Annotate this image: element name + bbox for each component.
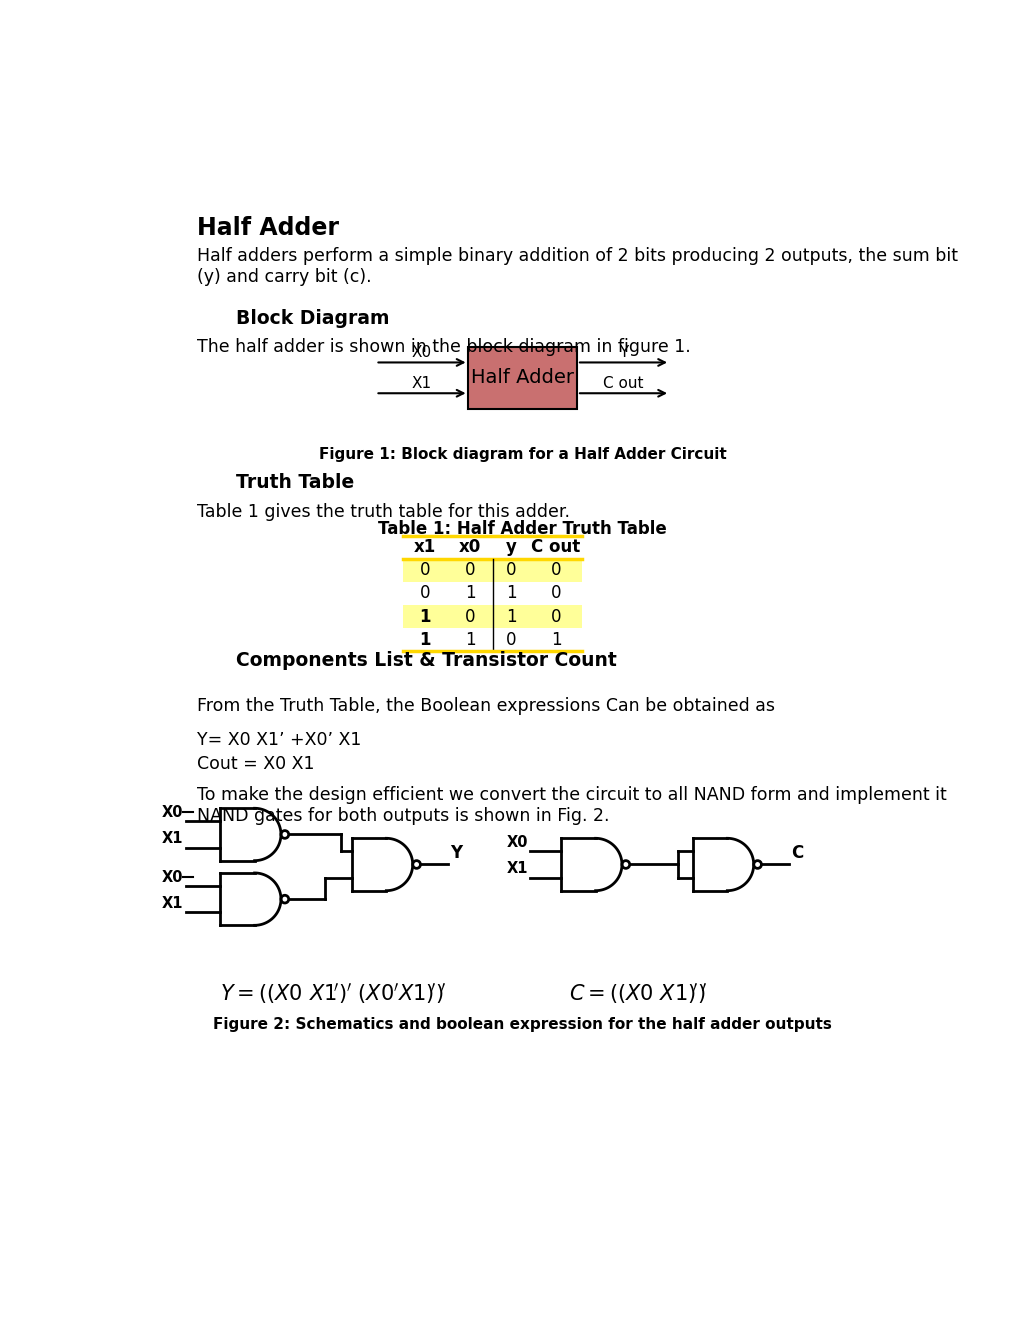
Text: x0: x0: [459, 539, 481, 556]
Text: C out: C out: [531, 539, 580, 556]
Text: 1: 1: [505, 607, 516, 626]
Text: 1: 1: [505, 585, 516, 602]
Text: 1: 1: [465, 585, 475, 602]
Text: Half Adder: Half Adder: [197, 216, 339, 240]
Text: X1: X1: [412, 376, 432, 391]
Text: From the Truth Table, the Boolean expressions Can be obtained as: From the Truth Table, the Boolean expres…: [197, 697, 774, 715]
Text: 1: 1: [550, 631, 560, 648]
Text: Figure 2: Schematics and boolean expression for the half adder outputs: Figure 2: Schematics and boolean express…: [213, 1016, 832, 1032]
Text: Y: Y: [619, 345, 628, 360]
Bar: [403, 605, 582, 628]
Text: X0: X0: [506, 834, 528, 850]
Text: 0: 0: [420, 585, 430, 602]
Text: Y= X0 X1’ +X0’ X1: Y= X0 X1’ +X0’ X1: [197, 730, 362, 748]
Text: Figure 1: Block diagram for a Half Adder Circuit: Figure 1: Block diagram for a Half Adder…: [319, 447, 726, 462]
Text: y: y: [505, 539, 516, 556]
Text: Truth Table: Truth Table: [235, 473, 354, 491]
Text: 0: 0: [505, 561, 516, 579]
Text: C: C: [790, 845, 802, 862]
Text: X1: X1: [162, 832, 183, 846]
Text: 0: 0: [420, 561, 430, 579]
Text: 0: 0: [550, 607, 560, 626]
Text: 0: 0: [465, 561, 475, 579]
Text: Half Adder: Half Adder: [471, 368, 574, 387]
Text: X0: X0: [162, 870, 183, 884]
Text: Y: Y: [449, 845, 462, 862]
Text: 1: 1: [465, 631, 475, 648]
Text: To make the design efficient we convert the circuit to all NAND form and impleme: To make the design efficient we convert …: [197, 785, 946, 825]
Text: 0: 0: [550, 585, 560, 602]
Text: 1: 1: [419, 631, 430, 648]
Text: Half adders perform a simple binary addition of 2 bits producing 2 outputs, the : Half adders perform a simple binary addi…: [197, 247, 957, 285]
Text: Cout = X0 X1: Cout = X0 X1: [197, 755, 315, 774]
Text: Table 1: Half Adder Truth Table: Table 1: Half Adder Truth Table: [378, 520, 666, 539]
Text: 0: 0: [505, 631, 516, 648]
Text: X1: X1: [506, 861, 528, 876]
Text: X0: X0: [162, 805, 183, 820]
Text: X1: X1: [162, 896, 183, 911]
Text: 0: 0: [465, 607, 475, 626]
Bar: [403, 558, 582, 582]
Text: x1: x1: [414, 539, 436, 556]
Text: 1: 1: [419, 607, 430, 626]
Text: Table 1 gives the truth table for this adder.: Table 1 gives the truth table for this a…: [197, 503, 570, 520]
Text: 0: 0: [550, 561, 560, 579]
Text: $\mathit{Y = ((X0\ X1\!')' \ (X0'X1)\!')\!'}$: $\mathit{Y = ((X0\ X1\!')' \ (X0'X1)\!')…: [220, 981, 446, 1006]
FancyBboxPatch shape: [468, 347, 577, 409]
Text: C out: C out: [602, 376, 643, 391]
Text: $\mathit{C = ((X0\ X1)\!')\!'}$: $\mathit{C = ((X0\ X1)\!')\!'}$: [569, 981, 707, 1006]
Text: Components List & Transistor Count: Components List & Transistor Count: [235, 651, 616, 671]
Text: Block Diagram: Block Diagram: [235, 309, 389, 327]
Text: The half adder is shown in the block diagram in figure 1.: The half adder is shown in the block dia…: [197, 338, 690, 356]
Text: X0: X0: [412, 345, 432, 360]
